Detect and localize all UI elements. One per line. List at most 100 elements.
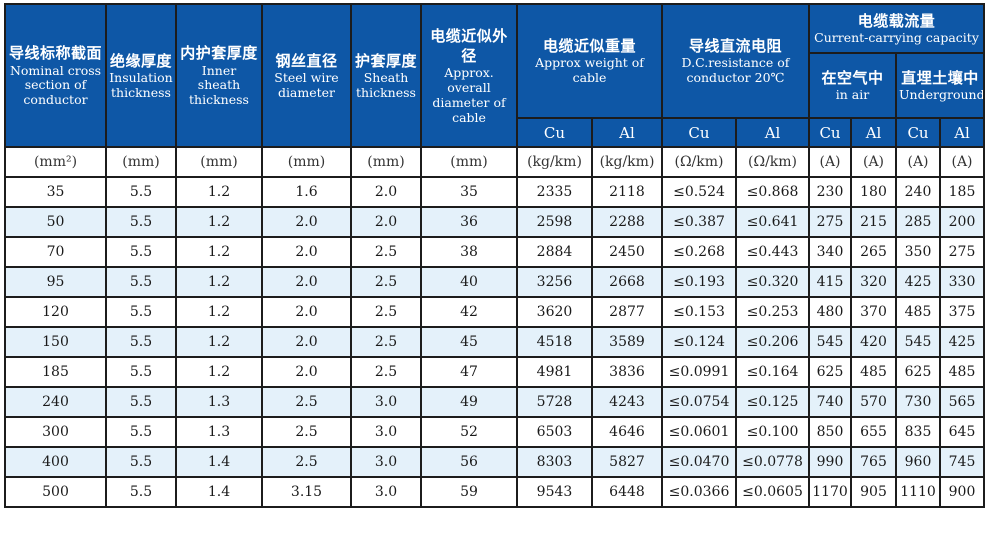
table-cell: 1.2 (175, 356, 263, 388)
table-cell: 3.0 (350, 416, 422, 448)
table-row: 120 5.5 1.2 2.0 2.5 42 3620 2877 ≤0.153 ≤0.253 480… (4, 296, 986, 328)
subcol-header-air-al: Al (850, 117, 898, 148)
table-cell: 625 (895, 356, 942, 388)
table-cell: 230 (808, 176, 853, 208)
table-cell: ≤0.100 (734, 416, 811, 448)
table-cell: ≤0.253 (734, 296, 811, 328)
table-cell: 485 (850, 356, 898, 388)
table-cell: 2.0 (261, 326, 352, 358)
table-cell: 745 (939, 446, 986, 478)
table-cell: 1.2 (175, 266, 263, 298)
table-cell: ≤0.641 (734, 206, 811, 238)
unit-cell: (A) (895, 146, 942, 178)
table-cell: 95 (4, 266, 107, 298)
table-cell: 425 (939, 326, 986, 358)
col-header-zh: 内护套厚度 (180, 44, 258, 63)
table-cell: 1.2 (175, 176, 263, 208)
unit-cell: (A) (939, 146, 986, 178)
col-header-zh: 护套厚度 (354, 51, 417, 70)
table-cell: 545 (895, 326, 942, 358)
col-header-zh: 电缆近似外径 (430, 26, 508, 65)
table-row: 70 5.5 1.2 2.0 2.5 38 2884 2450 ≤0.268 ≤0.443 340 2… (4, 236, 986, 268)
table-cell: 330 (939, 266, 986, 298)
table-cell: 300 (4, 416, 107, 448)
table-row: 50 5.5 1.2 2.0 2.0 36 2598 2288 ≤0.387 ≤0.641 275 2… (4, 206, 986, 238)
table-cell: 5.5 (105, 356, 177, 388)
col-header-zh: 绝缘厚度 (109, 51, 172, 70)
col-header-inner-sheath-thickness: 内护套厚度 Inner sheath thickness (175, 3, 263, 148)
subgroup-header-underground: 直埋土壤中 Underground (895, 52, 986, 119)
col-header-steel-wire-diameter: 钢丝直径 Steel wire diameter (261, 3, 352, 148)
unit-cell: (mm²) (4, 146, 107, 178)
table-cell: 215 (850, 206, 898, 238)
table-cell: ≤0.268 (661, 236, 737, 268)
subgroup-header-zh: 直埋土壤中 (901, 69, 979, 87)
unit-cell: (mm) (350, 146, 422, 178)
cable-spec-table: 导线标称截面 Nominal cross section of conducto… (4, 3, 986, 508)
table-cell: ≤0.0778 (734, 446, 811, 478)
col-header-en: Approx. overall diameter of cable (432, 65, 506, 125)
col-header-sheath-thickness: 护套厚度 Sheath thickness (350, 3, 422, 148)
table-cell: 2118 (591, 176, 663, 208)
col-header-overall-diameter: 电缆近似外径 Approx. overall diameter of cable (420, 3, 518, 148)
table-cell: 850 (808, 416, 853, 448)
table-cell: 905 (850, 476, 898, 508)
group-header-en: Approx weight of cable (535, 55, 644, 86)
table-cell: 5.5 (105, 266, 177, 298)
table-cell: 56 (420, 446, 518, 478)
subgroup-header-in-air: 在空气中 in air (808, 52, 898, 119)
unit-cell: (kg/km) (591, 146, 663, 178)
table-header: 导线标称截面 Nominal cross section of conducto… (4, 3, 986, 148)
table-cell: 3620 (516, 296, 593, 328)
table-cell: ≤0.193 (661, 266, 737, 298)
unit-cell: (mm) (105, 146, 177, 178)
table-cell: 2877 (591, 296, 663, 328)
table-cell: 5.5 (105, 296, 177, 328)
table-cell: 185 (4, 356, 107, 388)
table-cell: 36 (420, 206, 518, 238)
table-cell: 320 (850, 266, 898, 298)
table-cell: 3836 (591, 356, 663, 388)
table-cell: 375 (939, 296, 986, 328)
table-cell: 2.0 (261, 266, 352, 298)
table-cell: 3.0 (350, 386, 422, 418)
table-cell: 835 (895, 416, 942, 448)
unit-cell: (kg/km) (516, 146, 593, 178)
table-cell: 5827 (591, 446, 663, 478)
table-cell: 1110 (895, 476, 942, 508)
table-cell: 2.5 (350, 326, 422, 358)
table-cell: 35 (4, 176, 107, 208)
table-cell: 1.6 (261, 176, 352, 208)
table-cell: 2.5 (350, 266, 422, 298)
table-row: 95 5.5 1.2 2.0 2.5 40 3256 2668 ≤0.193 ≤0.320 415 3… (4, 266, 986, 298)
table-cell: 150 (4, 326, 107, 358)
col-header-nominal-cross-section: 导线标称截面 Nominal cross section of conducto… (4, 3, 107, 148)
table-cell: 42 (420, 296, 518, 328)
table-cell: ≤0.124 (661, 326, 737, 358)
table-cell: 2.5 (261, 386, 352, 418)
table-cell: 4518 (516, 326, 593, 358)
table-cell: 415 (808, 266, 853, 298)
table-cell: 240 (4, 386, 107, 418)
table-row: 150 5.5 1.2 2.0 2.5 45 4518 3589 ≤0.124 ≤0.206 545… (4, 326, 986, 358)
table-cell: 240 (895, 176, 942, 208)
table-cell: 1.2 (175, 326, 263, 358)
table-cell: 2.5 (261, 416, 352, 448)
unit-cell: (mm) (420, 146, 518, 178)
col-header-en: Nominal cross section of conductor (9, 62, 102, 107)
table-cell: 265 (850, 236, 898, 268)
group-header-dc-resistance: 导线直流电阻 D.C.resistance of conductor 20℃ (660, 3, 811, 119)
table-cell: 49 (420, 386, 518, 418)
table-cell: 8303 (516, 446, 593, 478)
subgroup-header-en: in air (835, 87, 870, 103)
table-cell: 5.5 (105, 446, 177, 478)
table-cell: 5.5 (105, 326, 177, 358)
table-row: 240 5.5 1.3 2.5 3.0 49 5728 4243 ≤0.0754 ≤0.125 74… (4, 386, 986, 418)
subgroup-header-en: Underground (899, 87, 985, 103)
subcol-header-underground-cu: Cu (895, 117, 942, 148)
table-cell: 625 (808, 356, 853, 388)
table-cell: 2450 (591, 236, 663, 268)
table-cell: 2598 (516, 206, 593, 238)
table-row: 300 5.5 1.3 2.5 3.0 52 6503 4646 ≤0.0601 ≤0.100 85… (4, 416, 986, 448)
table-cell: 59 (420, 476, 518, 508)
